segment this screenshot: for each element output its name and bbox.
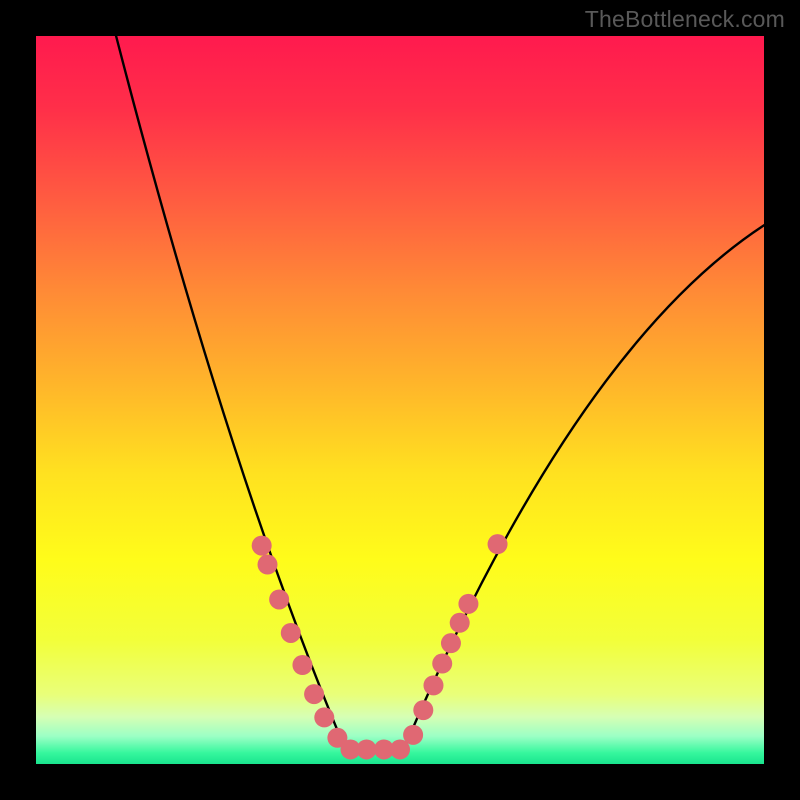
bottleneck-curve-chart — [0, 0, 800, 800]
data-point — [450, 613, 470, 633]
data-point — [413, 700, 433, 720]
data-point — [269, 589, 289, 609]
data-point — [252, 536, 272, 556]
data-point — [304, 684, 324, 704]
watermark-text: TheBottleneck.com — [585, 6, 785, 33]
data-point — [432, 654, 452, 674]
data-point — [357, 739, 377, 759]
data-point — [292, 655, 312, 675]
data-point — [403, 725, 423, 745]
chart-frame: TheBottleneck.com — [0, 0, 800, 800]
data-point — [488, 534, 508, 554]
data-point — [423, 675, 443, 695]
data-point — [458, 594, 478, 614]
data-point — [281, 623, 301, 643]
data-point — [314, 707, 334, 727]
data-point — [441, 633, 461, 653]
data-point — [258, 555, 278, 575]
